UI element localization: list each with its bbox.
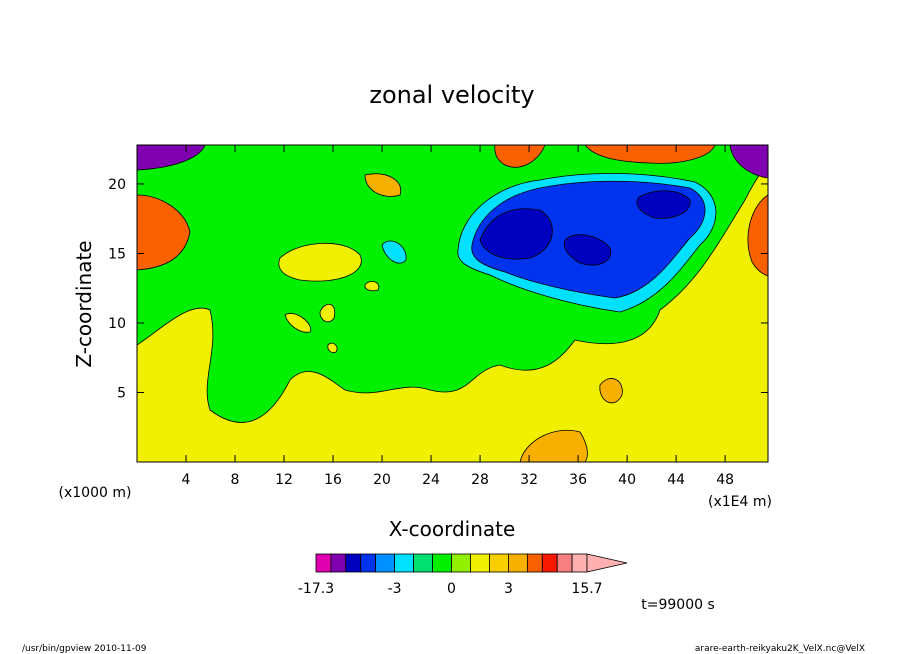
footer-right: arare-earth-reikyaku2K_VelX.nc@VelX [695, 644, 865, 654]
field-orange-region [137, 145, 768, 277]
x-tick-label: 40 [618, 472, 636, 488]
colorbar-segment [541, 553, 558, 573]
y-axis-ticks: 5 10 15 20 [108, 177, 768, 401]
x-axis-title: X-coordinate [389, 517, 516, 541]
x-tick-label: 24 [422, 472, 440, 488]
x-tick-label: 16 [324, 472, 342, 488]
time-label: t=99000 s [641, 597, 715, 613]
plot-frame [136, 144, 769, 463]
colorbar-segment [345, 553, 362, 573]
y-tick-label: 15 [108, 246, 126, 262]
x-tick-label: 8 [231, 472, 240, 488]
colorbar-max-label: 15.7 [571, 581, 602, 597]
x-tick-label: 20 [373, 472, 391, 488]
colorbar-segment [360, 553, 377, 573]
colorbar-segment [394, 553, 414, 573]
footer-left: /usr/bin/gpview 2010-11-09 [22, 644, 147, 654]
colorbar-segment [330, 553, 347, 573]
plot-area [137, 145, 768, 462]
x-tick-label: 28 [471, 472, 489, 488]
colorbar-labels: -17.3 15.7 -3 0 3 [298, 581, 603, 597]
x-tick-label: 4 [182, 472, 191, 488]
colorbar-segment [375, 553, 395, 573]
colorbar-segment [526, 553, 543, 573]
field-cyan-island [381, 240, 407, 264]
y-tick-label: 20 [108, 177, 126, 193]
colorbar-segment [315, 553, 332, 573]
colorbar-segment [413, 553, 433, 573]
y-unit-label: (x1000 m) [59, 485, 132, 501]
colorbar-segment [451, 553, 471, 573]
x-axis-ticks: 4 8 12 16 20 24 28 32 36 40 44 48 [182, 145, 734, 488]
colorbar-tick-label: 3 [504, 581, 513, 597]
y-tick-label: 5 [117, 385, 126, 401]
colorbar [315, 553, 628, 573]
y-tick-label: 10 [108, 316, 126, 332]
colorbar-min-label: -17.3 [298, 581, 334, 597]
colorbar-segment [571, 553, 588, 573]
field-yellow-islands [278, 242, 380, 353]
colorbar-segment [556, 553, 573, 573]
x-tick-label: 12 [275, 472, 293, 488]
colorbar-tick-label: 0 [447, 581, 456, 597]
x-tick-label: 48 [716, 472, 734, 488]
x-unit-label: (x1E4 m) [708, 494, 772, 510]
chart-title: zonal velocity [369, 81, 534, 109]
colorbar-segment [432, 553, 452, 573]
colorbar-segment [489, 553, 509, 573]
field-purple-region [137, 145, 768, 179]
x-tick-label: 44 [667, 472, 685, 488]
field-navy-region [479, 190, 691, 266]
y-axis-title: Z-coordinate [72, 240, 96, 367]
colorbar-segment [470, 553, 490, 573]
colorbar-tick-label: -3 [388, 581, 402, 597]
colorbar-segment [508, 553, 528, 573]
colorbar-extend-arrow [586, 553, 628, 573]
field-lightorange-region [364, 173, 623, 462]
x-tick-label: 36 [569, 472, 587, 488]
x-tick-label: 32 [520, 472, 538, 488]
